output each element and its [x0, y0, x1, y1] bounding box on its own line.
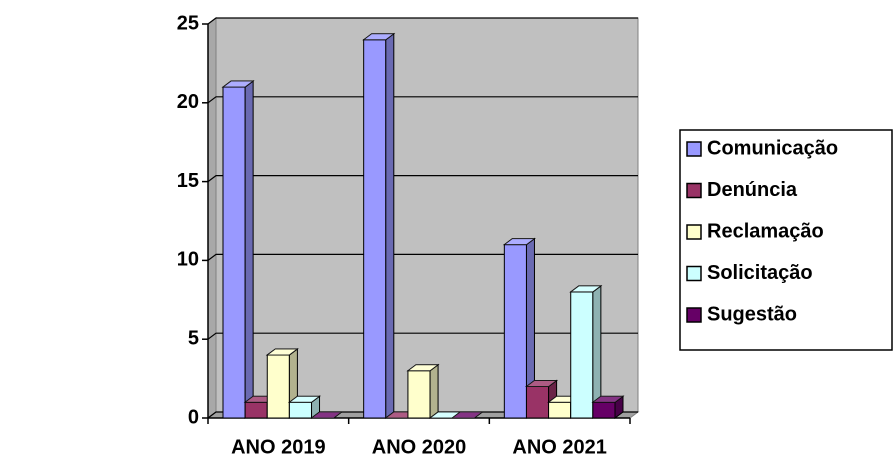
legend-label: Solicitação [707, 262, 813, 284]
bar [289, 396, 319, 418]
bar-front [245, 402, 267, 418]
y-tick-label: 5 [188, 327, 199, 349]
bar-front [408, 371, 430, 418]
y-tick-label: 25 [177, 12, 199, 34]
y-tick-label: 20 [177, 91, 199, 113]
bar-front [364, 40, 386, 418]
bar [408, 365, 438, 418]
legend-swatch [687, 184, 701, 198]
legend-swatch [687, 267, 701, 281]
bar-front [549, 402, 571, 418]
bar [223, 81, 253, 418]
bar-front [571, 292, 593, 418]
bar-side-shade [245, 81, 253, 418]
legend-label: Reclamação [707, 220, 824, 242]
x-tick-label: ANO 2020 [372, 436, 467, 458]
legend-swatch [687, 225, 701, 239]
legend-label: Comunicação [707, 137, 838, 159]
y-tick-label: 0 [188, 406, 199, 428]
legend-swatch [687, 308, 701, 322]
bar-front [223, 87, 245, 418]
y-tick-label: 15 [177, 170, 199, 192]
bar [593, 396, 623, 418]
legend-label: Denúncia [707, 179, 798, 201]
legend-label: Sugestão [707, 303, 797, 325]
bar-front [526, 386, 548, 418]
bar [364, 34, 394, 418]
x-tick-label: ANO 2019 [231, 436, 326, 458]
bar-front [267, 355, 289, 418]
x-tick-label: ANO 2021 [512, 436, 607, 458]
chart: 0 5 10 15 20 25 ANO 2019 ANO 2020 ANO 2021 Comuni… [0, 0, 893, 466]
bar-front [289, 402, 311, 418]
bar-side-shade [430, 365, 438, 418]
bar-front [504, 245, 526, 418]
bar-side-shade [386, 34, 394, 418]
legend-swatch [687, 142, 701, 156]
y-tick-label: 10 [177, 249, 199, 271]
bar [571, 286, 601, 418]
side-wall [208, 18, 216, 418]
bar-front [593, 402, 615, 418]
